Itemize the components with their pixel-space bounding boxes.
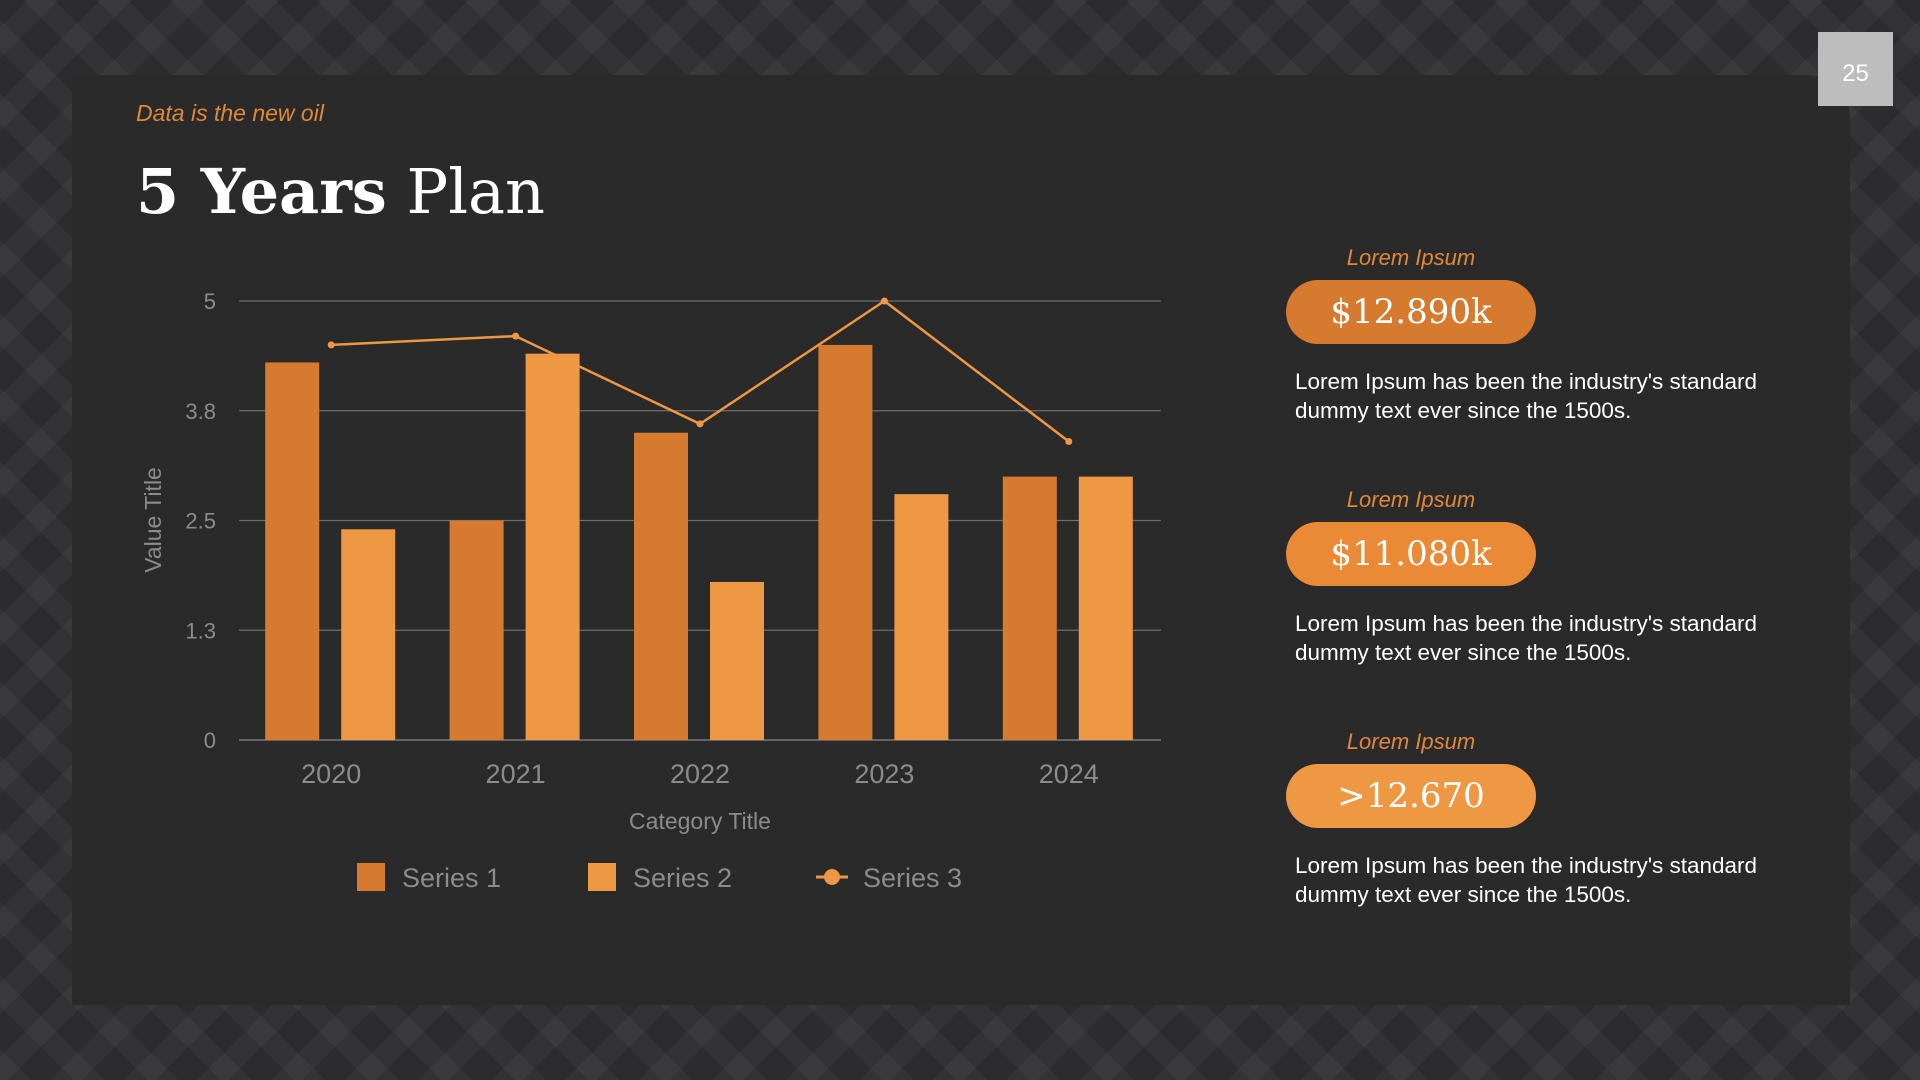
bar-series-1	[265, 362, 320, 740]
stat-label: Lorem Ipsum	[1346, 487, 1476, 512]
line-point	[327, 341, 335, 349]
line-point	[880, 297, 888, 305]
stat-label: Lorem Ipsum	[1346, 245, 1476, 270]
legend-marker	[824, 869, 840, 885]
stat-value-pill: $11.080k	[1286, 522, 1536, 586]
y-tick-label: 3.8	[185, 399, 216, 424]
x-tick-label: 2023	[854, 759, 914, 789]
x-tick-label: 2020	[301, 759, 361, 789]
x-axis-title: Category Title	[629, 808, 771, 834]
legend-swatch	[357, 863, 385, 891]
stat-description: Lorem Ipsum has been the industry's stan…	[1295, 369, 1758, 423]
legend-label: Series 2	[633, 863, 732, 893]
bar-series-2	[341, 529, 396, 740]
x-tick-label: 2024	[1039, 759, 1099, 789]
stat-description: Lorem Ipsum has been the industry's stan…	[1295, 611, 1758, 665]
y-tick-label: 0	[204, 728, 216, 753]
stat-description: Lorem Ipsum has been the industry's stan…	[1295, 853, 1758, 907]
x-tick-label: 2021	[486, 759, 546, 789]
bar-series-1	[449, 520, 504, 740]
bar-series-1	[634, 432, 688, 740]
y-tick-label: 2.5	[185, 509, 216, 534]
y-tick-label: 5	[204, 289, 216, 314]
bar-series-1	[1002, 476, 1057, 740]
title-bold: 5 Years	[136, 155, 387, 228]
bar-series-1	[818, 344, 873, 740]
bar-series-2	[710, 581, 764, 740]
bar-series-2	[894, 494, 949, 740]
line-point	[1065, 437, 1073, 445]
legend-label: Series 3	[863, 863, 962, 893]
y-tick-label: 1.3	[185, 618, 216, 643]
legend-swatch	[588, 863, 616, 891]
tagline: Data is the new oil	[136, 100, 324, 126]
y-axis-title: Value Title	[140, 467, 166, 573]
stat-value-pill: $12.890k	[1286, 280, 1536, 344]
x-tick-label: 2022	[670, 759, 730, 789]
title-regular: Plan	[406, 155, 545, 228]
page-title: 5 Years Plan	[136, 155, 545, 228]
bar-series-2	[1078, 476, 1133, 740]
line-point	[696, 420, 704, 428]
stat-value-pill: >12.670	[1286, 764, 1536, 828]
line-series-3	[331, 299, 1070, 443]
bar-series-2	[525, 353, 580, 740]
page-number: 25	[1818, 32, 1893, 106]
stat-label: Lorem Ipsum	[1346, 729, 1476, 754]
line-point	[512, 332, 520, 340]
legend-label: Series 1	[402, 863, 501, 893]
